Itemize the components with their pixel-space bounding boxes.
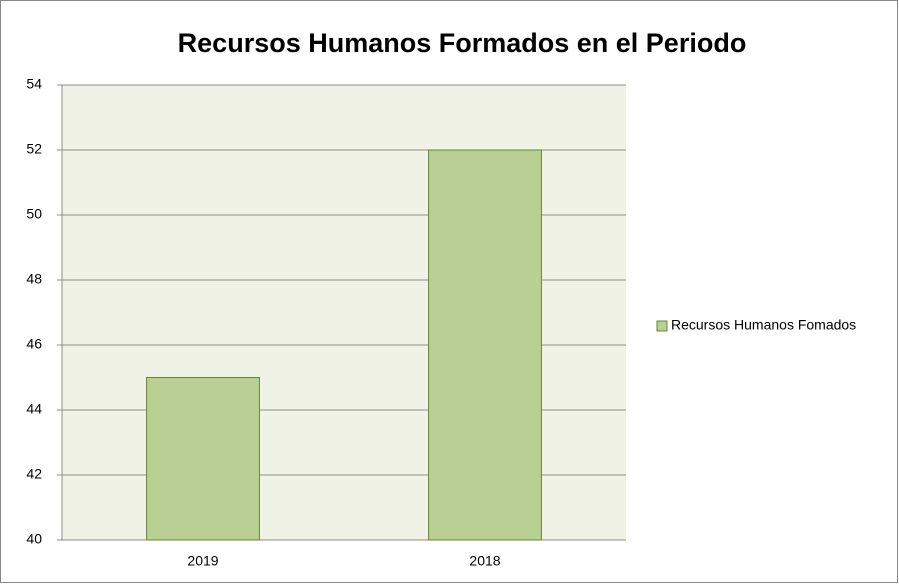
bar <box>146 377 260 541</box>
y-tick-label: 48 <box>26 271 42 287</box>
x-tick-label: 2019 <box>187 553 218 569</box>
y-tick-label: 50 <box>26 206 42 222</box>
y-tick-label: 54 <box>26 76 42 92</box>
legend-swatch <box>656 320 668 332</box>
x-tick-label: 2018 <box>469 553 500 569</box>
chart-title: Recursos Humanos Formados en el Periodo <box>178 28 747 58</box>
y-tick-label: 40 <box>26 531 42 547</box>
bar <box>428 149 542 541</box>
y-tick-label: 42 <box>26 466 42 482</box>
y-tick-label: 52 <box>26 141 42 157</box>
legend-label: Recursos Humanos Fomados <box>671 317 856 333</box>
y-tick-label: 46 <box>26 336 42 352</box>
y-tick-label: 44 <box>26 401 42 417</box>
